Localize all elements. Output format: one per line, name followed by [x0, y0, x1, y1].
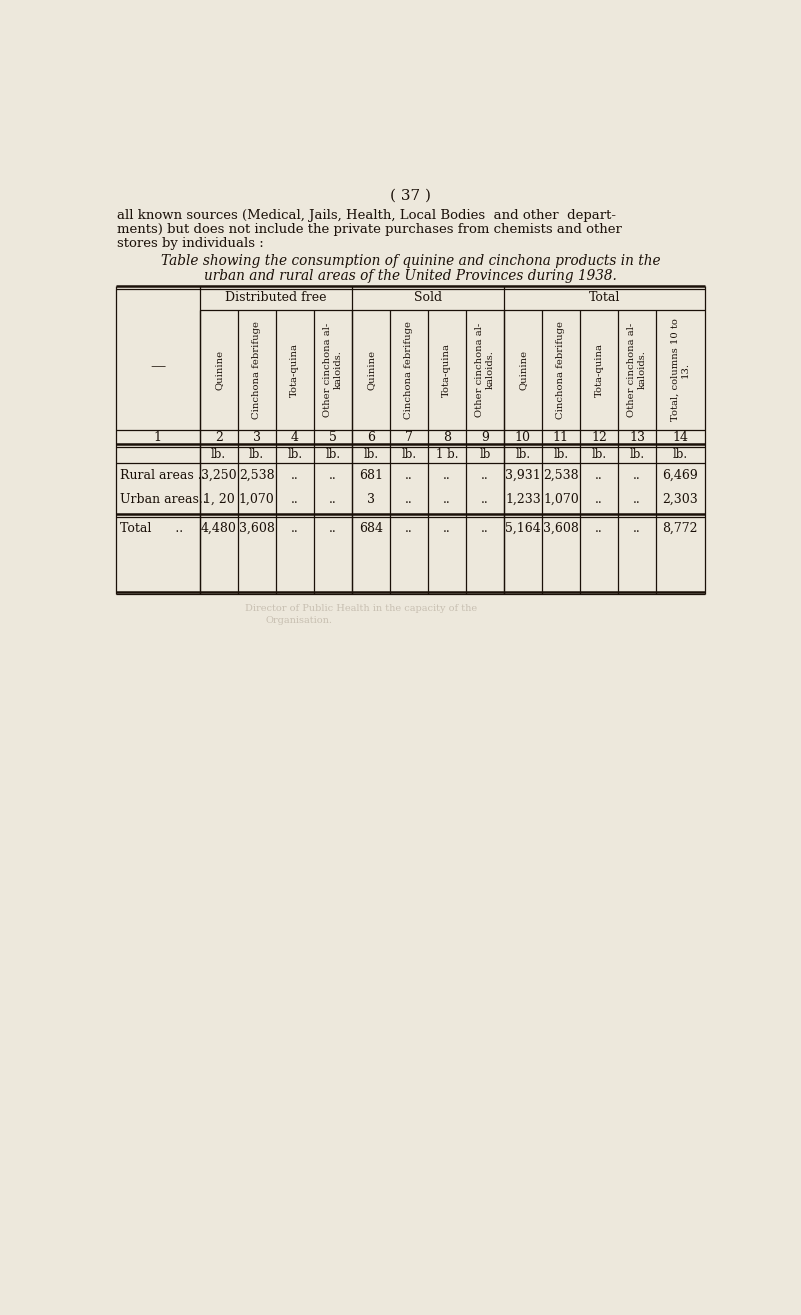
Text: 4: 4: [291, 431, 299, 443]
Text: lb.: lb.: [591, 447, 606, 460]
Text: ..: ..: [595, 493, 603, 506]
Text: lb.: lb.: [401, 447, 417, 460]
Text: lb.: lb.: [630, 447, 645, 460]
Text: 2: 2: [215, 431, 223, 443]
Text: 684: 684: [359, 522, 383, 535]
Text: Quinine: Quinine: [518, 350, 527, 391]
Text: 2,538: 2,538: [239, 468, 275, 481]
Text: Tota-quina: Tota-quina: [442, 343, 451, 397]
Text: 12: 12: [591, 431, 607, 443]
Text: ..: ..: [329, 493, 336, 506]
Text: Urban areas..: Urban areas..: [119, 493, 206, 506]
Text: lb.: lb.: [553, 447, 569, 460]
Text: ..: ..: [291, 468, 299, 481]
Text: ..: ..: [443, 522, 451, 535]
Text: ..: ..: [329, 468, 336, 481]
Text: 2,538: 2,538: [543, 468, 579, 481]
Text: 3: 3: [252, 431, 260, 443]
Text: Total, columns 10 to
13.: Total, columns 10 to 13.: [670, 318, 690, 421]
Text: ..: ..: [481, 468, 489, 481]
Text: Cinchona febrifuge: Cinchona febrifuge: [405, 321, 413, 419]
Text: Quinine: Quinine: [366, 350, 376, 391]
Text: lb: lb: [479, 447, 490, 460]
Text: Director of Public Health in the capacity of the: Director of Public Health in the capacit…: [245, 604, 477, 613]
Text: urban and rural areas of the United Provinces during 1938.: urban and rural areas of the United Prov…: [204, 270, 617, 284]
Text: Quinine: Quinine: [214, 350, 223, 391]
Text: Other cinchona al-
kaloids.: Other cinchona al- kaloids.: [323, 322, 343, 417]
Text: 1: 1: [154, 431, 162, 443]
Text: lb.: lb.: [673, 447, 688, 460]
Text: 11: 11: [553, 431, 569, 443]
Text: ..: ..: [595, 468, 603, 481]
Text: Total      ..: Total ..: [119, 522, 183, 535]
Text: stores by individuals :: stores by individuals :: [117, 237, 264, 250]
Text: 6,469: 6,469: [662, 468, 698, 481]
Text: —: —: [150, 359, 165, 373]
Text: Tota-quina: Tota-quina: [594, 343, 603, 397]
Text: 1,070: 1,070: [543, 493, 579, 506]
Text: ..: ..: [291, 522, 299, 535]
Text: ..: ..: [595, 522, 603, 535]
Text: ..: ..: [633, 468, 641, 481]
Text: 3,931: 3,931: [505, 468, 541, 481]
Text: ..: ..: [405, 522, 413, 535]
Text: Sold: Sold: [414, 292, 442, 305]
Text: lb.: lb.: [249, 447, 264, 460]
Text: ..: ..: [443, 468, 451, 481]
Text: ..: ..: [405, 493, 413, 506]
Text: 13: 13: [629, 431, 645, 443]
Text: 8: 8: [443, 431, 451, 443]
Text: 10: 10: [515, 431, 531, 443]
Text: 8,772: 8,772: [662, 522, 698, 535]
Text: Cinchona febrifuge: Cinchona febrifuge: [252, 321, 261, 419]
Text: all known sources (Medical, Jails, Health, Local Bodies  and other  depart-: all known sources (Medical, Jails, Healt…: [117, 209, 616, 222]
Text: 4,480: 4,480: [201, 522, 236, 535]
Text: 5,164: 5,164: [505, 522, 541, 535]
Text: 1 b.: 1 b.: [436, 447, 458, 460]
Text: 5: 5: [328, 431, 336, 443]
Text: ..: ..: [443, 493, 451, 506]
Text: ..: ..: [291, 493, 299, 506]
Text: ments) but does not include the private purchases from chemists and other: ments) but does not include the private …: [117, 224, 622, 237]
Text: ..: ..: [633, 522, 641, 535]
Text: 681: 681: [359, 468, 383, 481]
Text: Other cinchona al-
kaloids.: Other cinchona al- kaloids.: [475, 322, 494, 417]
Text: 2,303: 2,303: [662, 493, 698, 506]
Text: Total: Total: [589, 292, 620, 305]
Text: 14: 14: [672, 431, 688, 443]
Text: lb.: lb.: [287, 447, 302, 460]
Text: 3: 3: [367, 493, 375, 506]
Text: 9: 9: [481, 431, 489, 443]
Text: Tota-quina: Tota-quina: [290, 343, 300, 397]
Text: ..: ..: [405, 468, 413, 481]
Text: lb.: lb.: [325, 447, 340, 460]
Text: 1,070: 1,070: [239, 493, 275, 506]
Text: 7: 7: [405, 431, 413, 443]
Text: 1,233: 1,233: [505, 493, 541, 506]
Text: 6: 6: [367, 431, 375, 443]
Text: lb.: lb.: [211, 447, 226, 460]
Text: Organisation.: Organisation.: [265, 615, 332, 625]
Text: lb.: lb.: [515, 447, 530, 460]
Text: Rural areas ..: Rural areas ..: [119, 468, 205, 481]
Text: ..: ..: [481, 522, 489, 535]
Text: ..: ..: [481, 493, 489, 506]
Text: 3,608: 3,608: [239, 522, 275, 535]
Text: Distributed free: Distributed free: [225, 292, 327, 305]
Text: ..: ..: [633, 493, 641, 506]
Text: Table showing the consumption of quinine and cinchona products in the: Table showing the consumption of quinine…: [161, 254, 660, 268]
Text: lb.: lb.: [363, 447, 378, 460]
Text: 1, 20: 1, 20: [203, 493, 235, 506]
Text: Other cinchona al-
kaloids.: Other cinchona al- kaloids.: [627, 322, 646, 417]
Text: Cinchona febrifuge: Cinchona febrifuge: [557, 321, 566, 419]
Text: ( 37 ): ( 37 ): [390, 188, 431, 203]
Text: 3,608: 3,608: [543, 522, 579, 535]
Text: 3,250: 3,250: [201, 468, 236, 481]
Text: ..: ..: [329, 522, 336, 535]
